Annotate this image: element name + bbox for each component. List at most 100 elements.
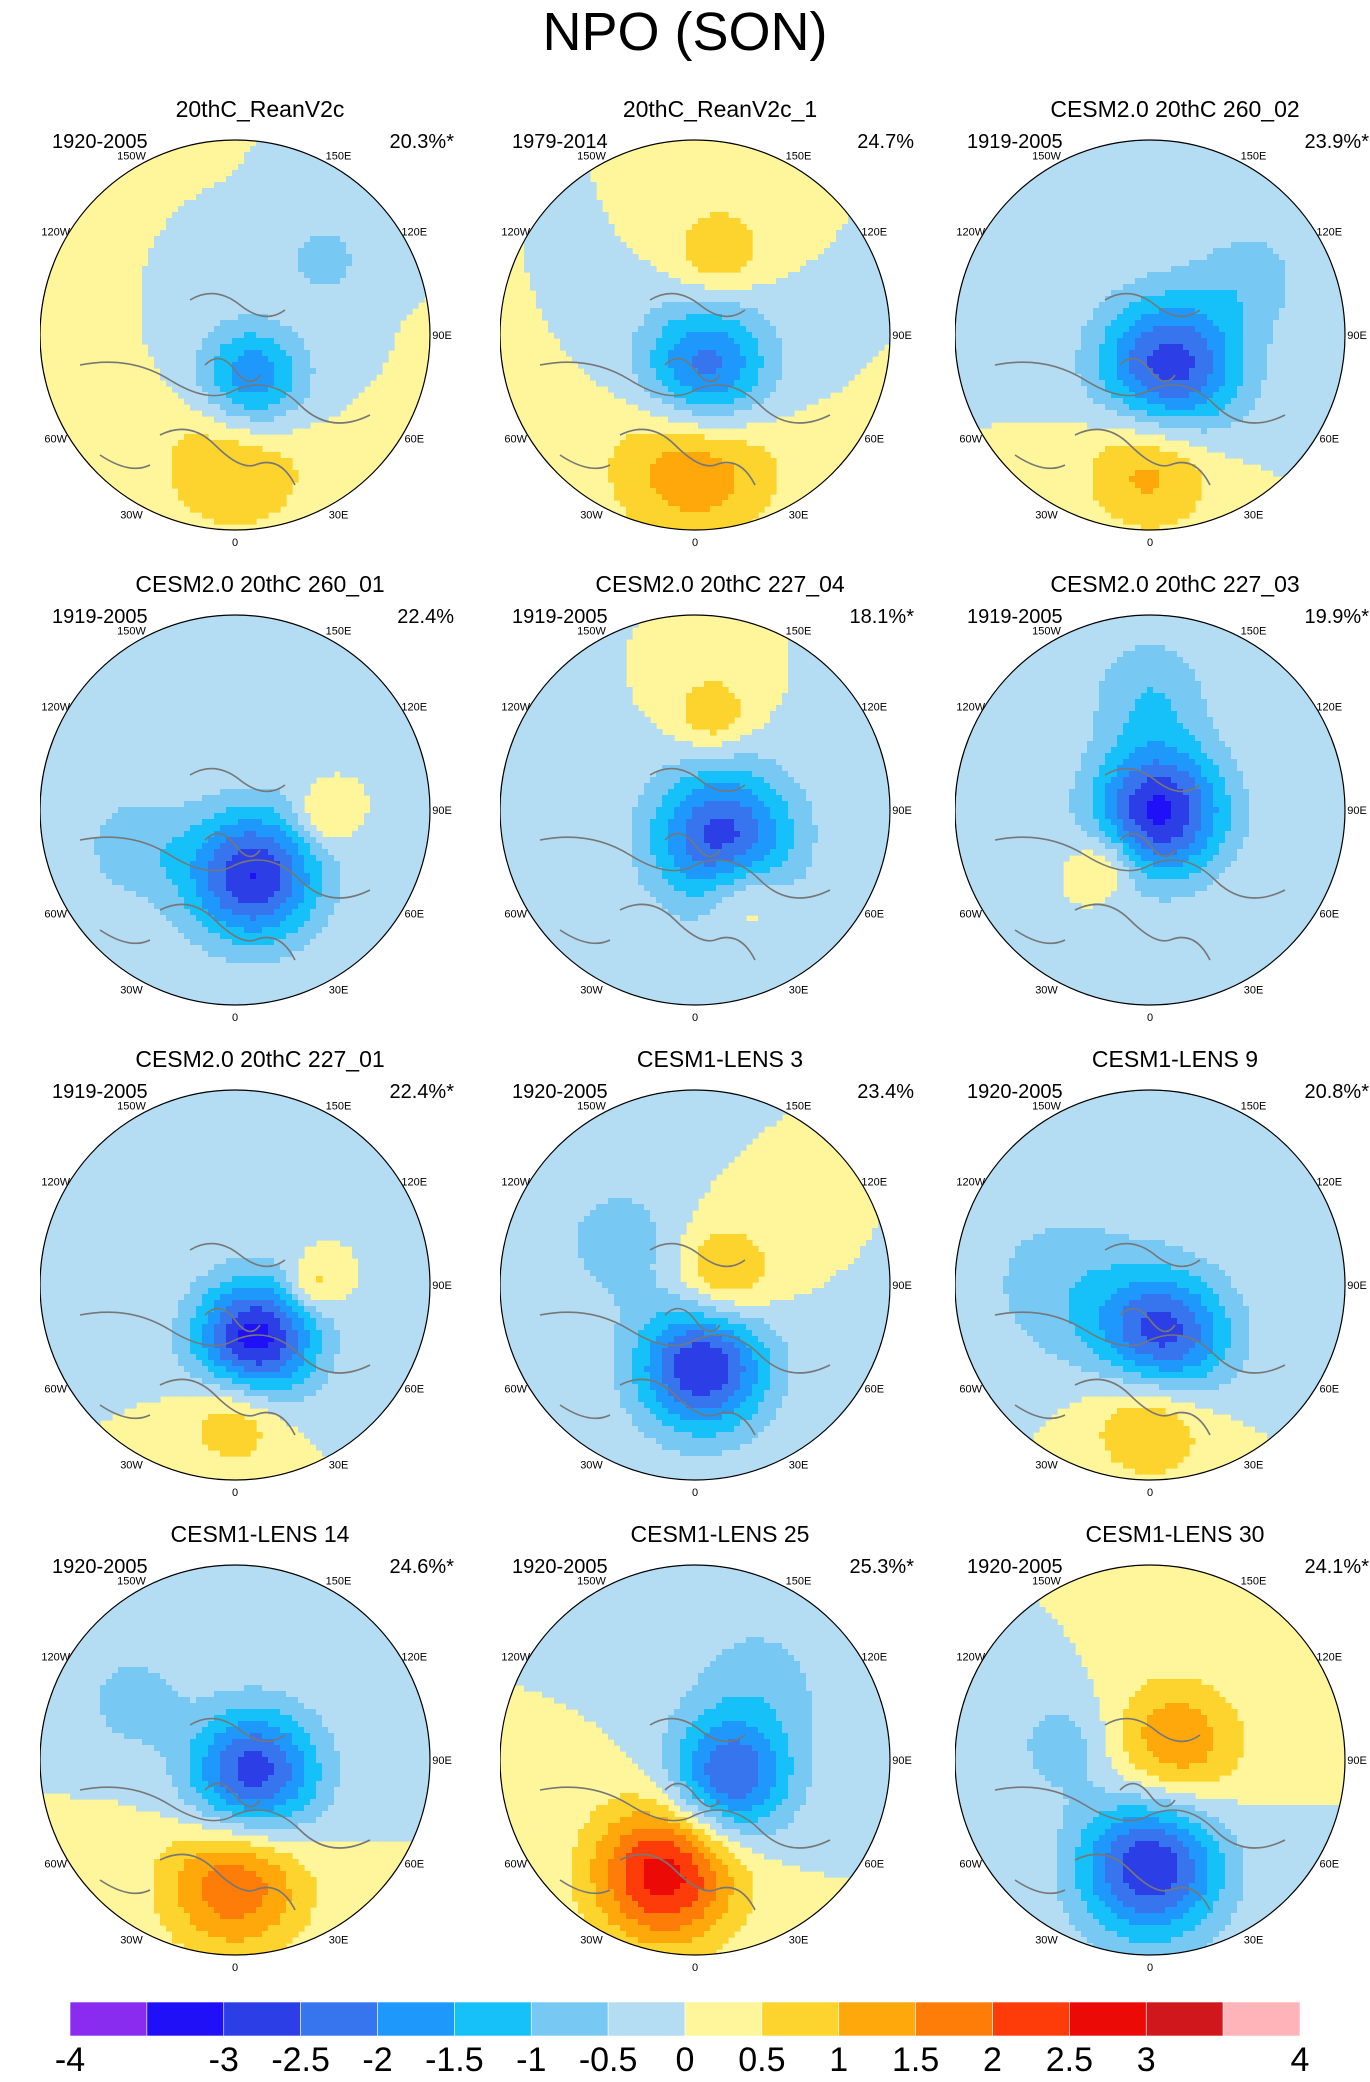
- field-cell: [328, 254, 335, 261]
- field-cell: [1231, 254, 1238, 261]
- field-cell: [1093, 146, 1100, 153]
- field-cell: [770, 392, 777, 399]
- field-cell: [172, 290, 179, 297]
- field-cell: [304, 260, 311, 267]
- field-cell: [358, 242, 365, 249]
- field-cell: [256, 164, 263, 171]
- field-cell: [878, 320, 885, 327]
- field-cell: [692, 284, 699, 291]
- field-cell: [244, 290, 251, 297]
- field-cell: [1249, 176, 1256, 183]
- field-cell: [572, 200, 579, 207]
- field-cell: [1219, 158, 1226, 165]
- field-cell: [292, 374, 299, 381]
- field-cell: [250, 290, 257, 297]
- field-cell: [1297, 230, 1304, 237]
- field-cell: [776, 380, 783, 387]
- field-cell: [542, 242, 549, 249]
- field-cell: [1105, 152, 1112, 159]
- field-cell: [196, 344, 203, 351]
- field-cell: [1069, 164, 1076, 171]
- field-cell: [274, 200, 281, 207]
- field-cell: [322, 278, 329, 285]
- field-cell: [184, 326, 191, 333]
- field-cell: [232, 350, 239, 357]
- field-cell: [830, 296, 837, 303]
- field-cell: [722, 404, 729, 411]
- field-cell: [1219, 188, 1226, 195]
- field-cell: [1015, 260, 1022, 267]
- field-cell: [1021, 236, 1028, 243]
- field-cell: [698, 260, 705, 267]
- field-cell: [650, 368, 657, 375]
- field-cell: [596, 248, 603, 255]
- field-cell: [178, 482, 185, 489]
- field-cell: [542, 272, 549, 279]
- field-cell: [328, 338, 335, 345]
- field-cell: [256, 170, 263, 177]
- field-cell: [1075, 146, 1082, 153]
- field-cell: [800, 326, 807, 333]
- field-cell: [328, 230, 335, 237]
- field-cell: [662, 308, 669, 315]
- field-cell: [728, 260, 735, 267]
- field-cell: [286, 344, 293, 351]
- field-cell: [262, 266, 269, 273]
- field-cell: [1009, 218, 1016, 225]
- field-cell: [298, 350, 305, 357]
- field-cell: [680, 434, 687, 441]
- field-cell: [1075, 176, 1082, 183]
- field-cell: [310, 332, 317, 339]
- field-cell: [710, 368, 717, 375]
- field-cell: [1135, 272, 1142, 279]
- field-cell: [644, 332, 651, 339]
- field-cell: [626, 344, 633, 351]
- field-cell: [1261, 248, 1268, 255]
- field-cell: [674, 332, 681, 339]
- panel-title: CESM2.0 20thC 260_02: [955, 95, 1370, 123]
- field-cell: [596, 338, 603, 345]
- field-cell: [656, 404, 663, 411]
- field-cell: [530, 230, 537, 237]
- field-cell: [1249, 254, 1256, 261]
- field-cell: [758, 338, 765, 345]
- field-cell: [274, 338, 281, 345]
- field-cell: [1099, 158, 1106, 165]
- field-cell: [1003, 248, 1010, 255]
- field-cell: [662, 380, 669, 387]
- field-cell: [776, 296, 783, 303]
- field-cell: [818, 386, 825, 393]
- field-cell: [1231, 236, 1238, 243]
- field-cell: [991, 266, 998, 273]
- field-cell: [668, 350, 675, 357]
- field-cell: [256, 350, 263, 357]
- field-cell: [286, 488, 293, 495]
- field-cell: [328, 242, 335, 249]
- field-cell: [740, 302, 747, 309]
- field-cell: [322, 320, 329, 327]
- field-cell: [316, 410, 323, 417]
- field-cell: [250, 146, 257, 153]
- field-cell: [166, 380, 173, 387]
- field-cell: [566, 326, 573, 333]
- field-cell: [710, 500, 717, 507]
- field-cell: [1213, 236, 1220, 243]
- field-cell: [184, 380, 191, 387]
- field-cell: [692, 338, 699, 345]
- field-cell: [656, 326, 663, 333]
- field-cell: [334, 350, 341, 357]
- field-cell: [722, 218, 729, 225]
- field-cell: [620, 284, 627, 291]
- field-cell: [746, 500, 753, 507]
- field-cell: [644, 260, 651, 267]
- field-cell: [1141, 182, 1148, 189]
- field-cell: [872, 338, 879, 345]
- field-cell: [560, 290, 567, 297]
- field-cell: [662, 326, 669, 333]
- field-cell: [662, 482, 669, 489]
- field-cell: [190, 368, 197, 375]
- field-cell: [704, 476, 711, 483]
- field-cell: [985, 242, 992, 249]
- field-cell: [1105, 254, 1112, 261]
- field-cell: [292, 404, 299, 411]
